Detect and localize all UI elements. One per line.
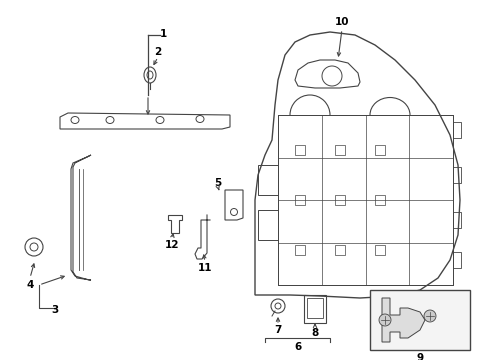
Circle shape (378, 314, 390, 326)
Circle shape (423, 310, 435, 322)
Text: 3: 3 (51, 305, 59, 315)
Text: 6: 6 (294, 342, 301, 352)
Text: 8: 8 (311, 328, 318, 338)
Text: 1: 1 (159, 29, 166, 39)
Text: 2: 2 (154, 47, 162, 57)
Text: 12: 12 (164, 240, 179, 250)
Text: 10: 10 (334, 17, 348, 27)
Polygon shape (381, 298, 424, 342)
Text: 11: 11 (197, 263, 212, 273)
FancyBboxPatch shape (369, 290, 469, 350)
Text: 4: 4 (26, 280, 34, 290)
Text: 5: 5 (214, 178, 221, 188)
Text: 9: 9 (416, 353, 423, 360)
Text: 7: 7 (274, 325, 281, 335)
